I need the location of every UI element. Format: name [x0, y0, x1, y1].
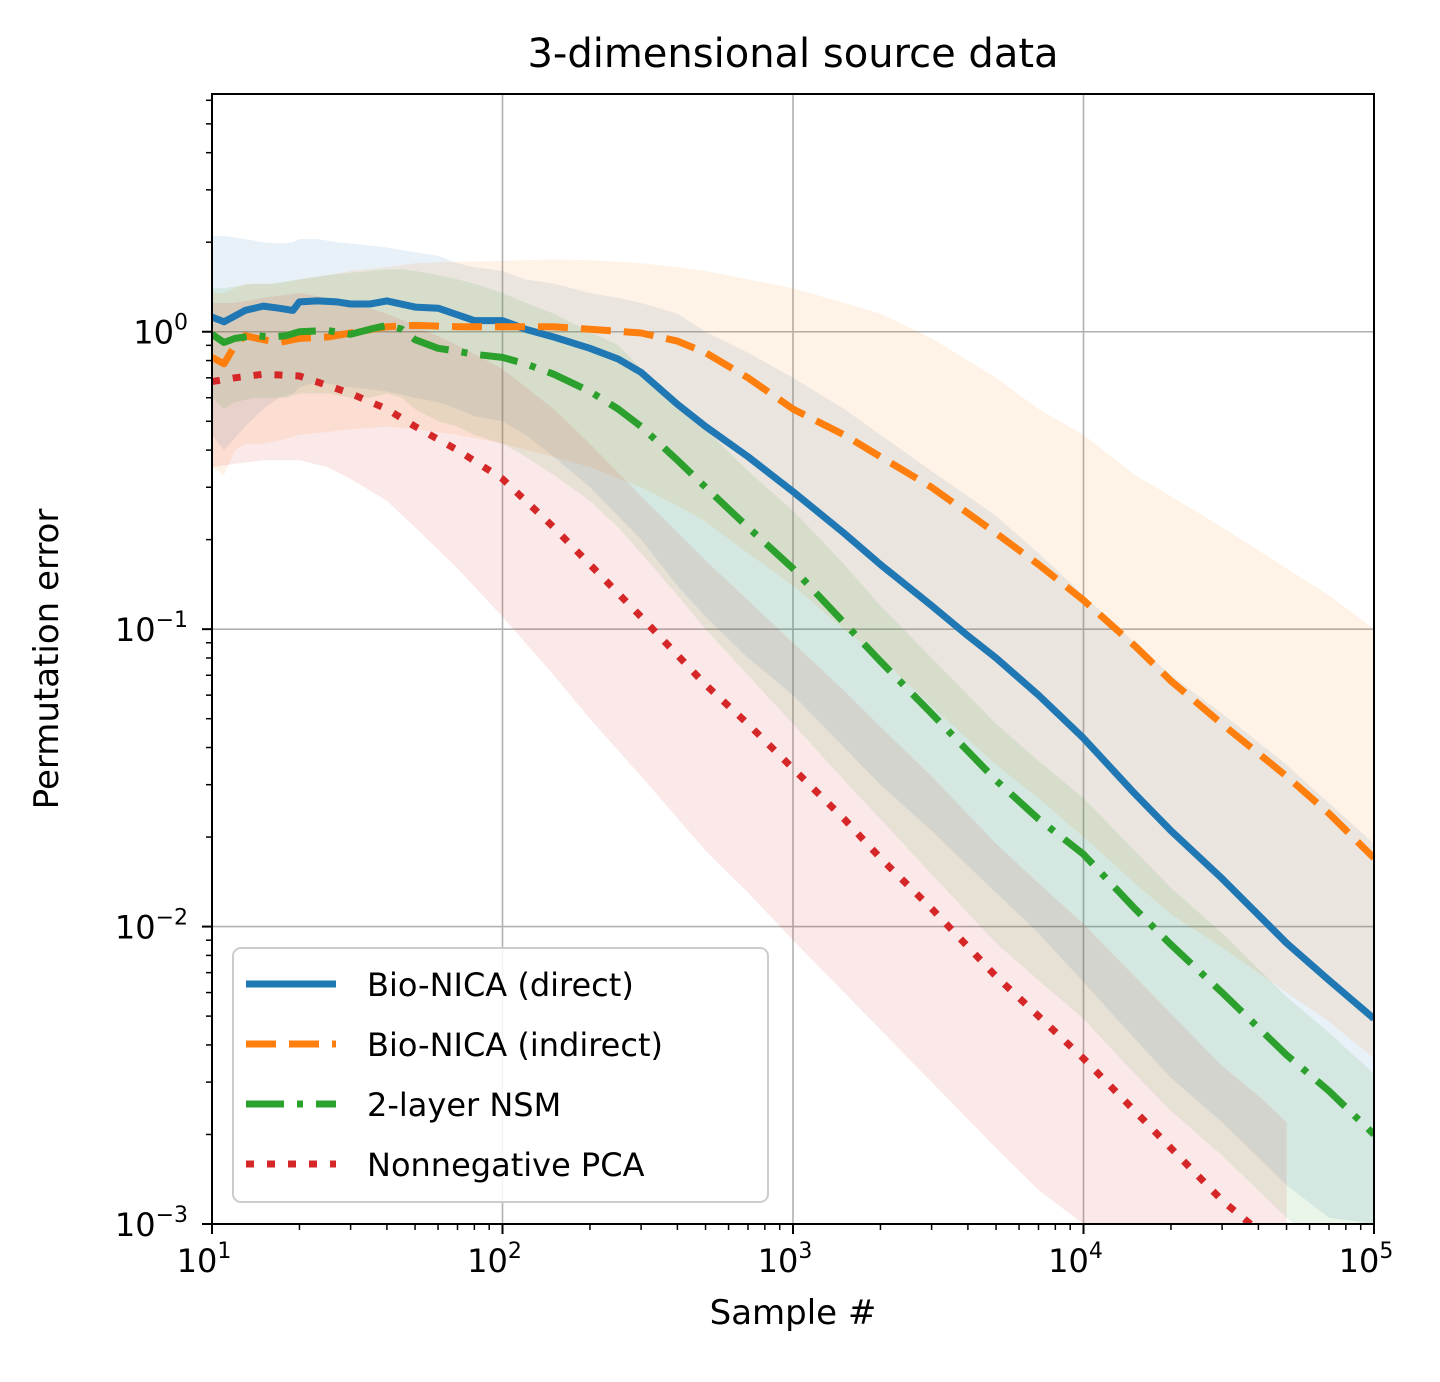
- y-tick-labels: 100 10−1 10−2 10−3: [115, 311, 188, 1244]
- line-bio-nica-indirect: [212, 321, 1374, 861]
- legend-box: [232, 947, 769, 1203]
- y-tick-label: 10−1: [115, 608, 188, 649]
- major-ticks: [202, 330, 1375, 1234]
- x-tick-label: 101: [177, 1239, 232, 1280]
- legend-label-bio-nica-direct: Bio-NICA (direct): [367, 966, 634, 1004]
- legend-label-2-layer-nsm: 2-layer NSM: [367, 1086, 561, 1124]
- band-nonnegative-pca: [212, 293, 1287, 1224]
- band-bio-nica-indirect: [212, 259, 1374, 1059]
- x-tick-label: 103: [758, 1239, 813, 1280]
- series-lines: [212, 297, 1374, 1224]
- legend-label-bio-nica-indirect: Bio-NICA (indirect): [367, 1026, 663, 1064]
- x-axis-label: Sample #: [710, 1293, 877, 1333]
- plot-frame: [211, 93, 1375, 1225]
- y-tick-label: 100: [133, 311, 188, 352]
- y-axis-label: Permutation error: [27, 509, 67, 810]
- grid: [212, 94, 1374, 1224]
- band-bio-nica-direct: [212, 235, 1374, 1224]
- x-tick-label: 104: [1048, 1239, 1103, 1280]
- error-bands: [212, 235, 1374, 1224]
- x-tick-label: 102: [467, 1239, 522, 1280]
- line-bio-nica-direct: [212, 297, 1374, 1022]
- y-tick-label: 10−2: [115, 906, 188, 947]
- legend-label-nonnegative-pca: Nonnegative PCA: [367, 1146, 645, 1184]
- line-2-layer-nsm: [212, 321, 1374, 1138]
- legend: Bio-NICA (direct) Bio-NICA (indirect) 2-la…: [232, 947, 769, 1203]
- x-tick-labels: 101 102 103 104 105: [177, 1239, 1394, 1280]
- x-tick-label: 105: [1339, 1239, 1394, 1280]
- chart-title: 3-dimensional source data: [527, 31, 1058, 77]
- y-tick-label: 10−3: [115, 1203, 188, 1244]
- band-2-layer-nsm: [212, 269, 1374, 1224]
